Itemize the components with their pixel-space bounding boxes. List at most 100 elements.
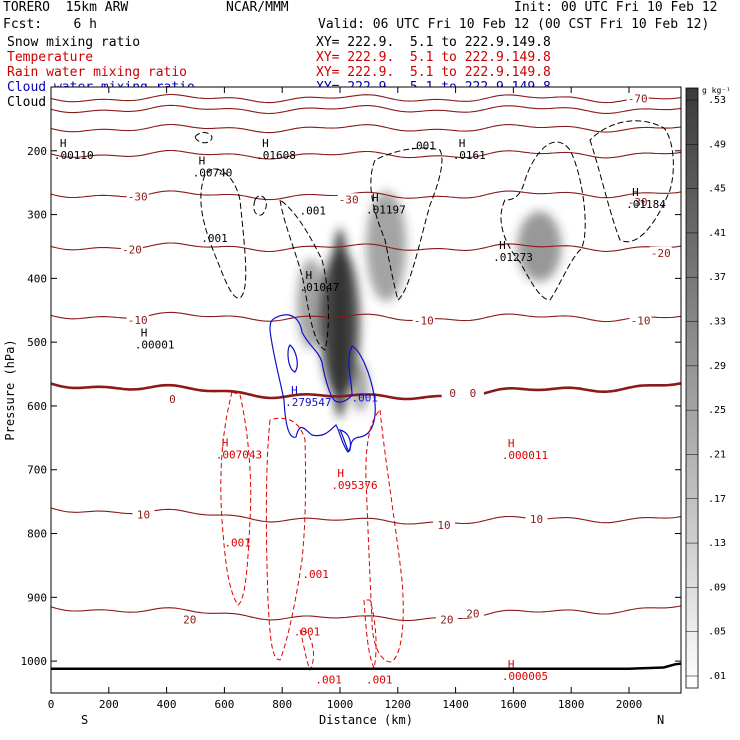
maximum-value: .01184: [626, 198, 666, 211]
legend-label: Rain water mixing ratio: [7, 65, 188, 80]
colorbar-label: .53: [708, 95, 726, 106]
isotherm: [50, 93, 682, 104]
maximum-marker: H: [372, 191, 379, 204]
y-tick-label: 900: [27, 591, 47, 604]
colorbar-label: .37: [708, 272, 726, 283]
x-tick-label: 1800: [558, 698, 585, 711]
y-tick-label: 200: [27, 145, 47, 158]
isotherm-label-bg: [126, 190, 149, 202]
rain-contour: [220, 391, 252, 606]
maximum-value: .00110: [54, 149, 94, 162]
forecast-hour: Fcst: 6 h: [3, 17, 97, 32]
south-label: S: [81, 713, 88, 727]
maximum-marker: H: [508, 658, 515, 671]
isotherm-label: 10: [437, 519, 450, 532]
init-time: Init: 00 UTC Fri 10 Feb 12: [514, 0, 718, 15]
y-tick-label: 700: [27, 464, 47, 477]
contour-label: .001: [352, 391, 379, 404]
isotherm-label-bg: [120, 243, 143, 255]
snow-blob: [352, 361, 369, 412]
isotherm-label-bg: [626, 195, 649, 207]
ice-contour: [279, 198, 329, 351]
isotherm-label: -30: [128, 191, 148, 204]
isotherm-label-bg: [412, 314, 435, 326]
isotherm: [50, 190, 682, 201]
isotherm-label-bg: [178, 613, 201, 625]
maximum-marker: H: [199, 154, 206, 167]
isotherm-label-bg: [626, 92, 649, 104]
colorbar-label: .33: [708, 317, 726, 328]
maximum-value: .095376: [331, 479, 377, 492]
isotherm-label: 10: [137, 508, 150, 521]
freezing-isotherm: [50, 382, 682, 401]
maximum-value: .0161: [453, 149, 486, 162]
x-tick-label: 2000: [616, 698, 643, 711]
legend-label: Temperature: [7, 50, 94, 65]
x-tick-label: 200: [99, 698, 119, 711]
y-tick-label: 400: [27, 272, 47, 285]
x-tick-label: 1200: [385, 698, 412, 711]
colorbar-label: .09: [708, 582, 726, 593]
model-title: TORERO 15km ARW: [3, 0, 129, 15]
isotherm: [50, 123, 682, 134]
temperature-isotherms: [50, 93, 682, 622]
x-tick-label: 1400: [442, 698, 469, 711]
maximum-value: .00001: [135, 339, 175, 352]
isotherm-label-bg: [525, 512, 548, 524]
y-tick-label: 800: [27, 528, 47, 541]
isotherm-label-bg: [649, 246, 672, 258]
valid-time: Valid: 06 UTC Fri 10 Feb 12 (00 CST Fri …: [318, 17, 710, 32]
maximum-marker: H: [337, 467, 344, 480]
x-axis-label: Distance (km): [319, 713, 413, 727]
isotherm-label: -10: [128, 314, 148, 327]
isotherm-label-bg: [132, 508, 155, 520]
maximum-value: .007043: [216, 448, 262, 461]
maximum-marker: H: [262, 137, 269, 150]
y-tick-label: 300: [27, 209, 47, 222]
isotherm-label-bg: [461, 387, 484, 399]
x-tick-label: 800: [272, 698, 292, 711]
maximum-value: .01608: [256, 149, 296, 162]
isotherm-label-bg: [433, 519, 456, 531]
maximum-value: .01047: [300, 281, 340, 294]
isotherm-label: -30: [339, 193, 359, 206]
maximum-marker: H: [60, 137, 67, 150]
maximum-value: .000005: [502, 670, 548, 683]
isotherm-label-bg: [126, 313, 149, 325]
x-tick-label: 0: [48, 698, 55, 711]
colorbar-label: .29: [708, 361, 726, 372]
maximum-value: .00740: [193, 166, 233, 179]
north-label: N: [657, 713, 664, 727]
colorbar-label: .49: [708, 139, 726, 150]
isotherm-label: 10: [530, 513, 543, 526]
maximum-marker: H: [632, 186, 639, 199]
cloud-water-contour: [287, 344, 298, 373]
maximum-marker: H: [291, 384, 298, 397]
isotherm-label-bg: [441, 387, 464, 399]
isotherm: [50, 507, 682, 525]
colorbar-label: .21: [708, 449, 726, 460]
maximum-value: .000011: [502, 449, 548, 462]
colorbar: [685, 87, 699, 689]
isotherm: [50, 242, 682, 253]
isotherm-label: -20: [651, 247, 671, 260]
contour-label: .001: [366, 673, 393, 686]
colorbar-label: .25: [708, 405, 726, 416]
colorbar-label: .05: [708, 627, 726, 638]
isotherm-label-bg: [161, 392, 184, 404]
y-tick-label: 500: [27, 336, 47, 349]
colorbar-label: .45: [708, 184, 726, 195]
contour-label: .001: [294, 626, 321, 639]
isotherm: [50, 149, 682, 160]
contour-label: .001: [300, 205, 327, 218]
center-title: NCAR/MMM: [226, 0, 289, 15]
y-tick-label: 1000: [21, 655, 48, 668]
plot-frame: [50, 86, 682, 694]
y-tick-label: 600: [27, 400, 47, 413]
isotherm-label: 0: [470, 387, 477, 400]
rain-contour: [365, 408, 404, 663]
isotherm-label: 20: [440, 614, 453, 627]
isotherm-label-bg: [435, 613, 458, 625]
isotherm-label: 0: [169, 393, 176, 406]
cloud-water-contours: [269, 314, 376, 453]
